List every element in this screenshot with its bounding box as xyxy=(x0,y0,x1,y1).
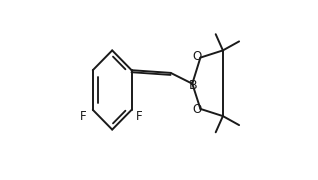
Text: O: O xyxy=(192,103,202,116)
Text: O: O xyxy=(192,50,202,63)
Text: F: F xyxy=(136,110,142,123)
Text: F: F xyxy=(80,110,86,123)
Text: B: B xyxy=(189,79,197,92)
